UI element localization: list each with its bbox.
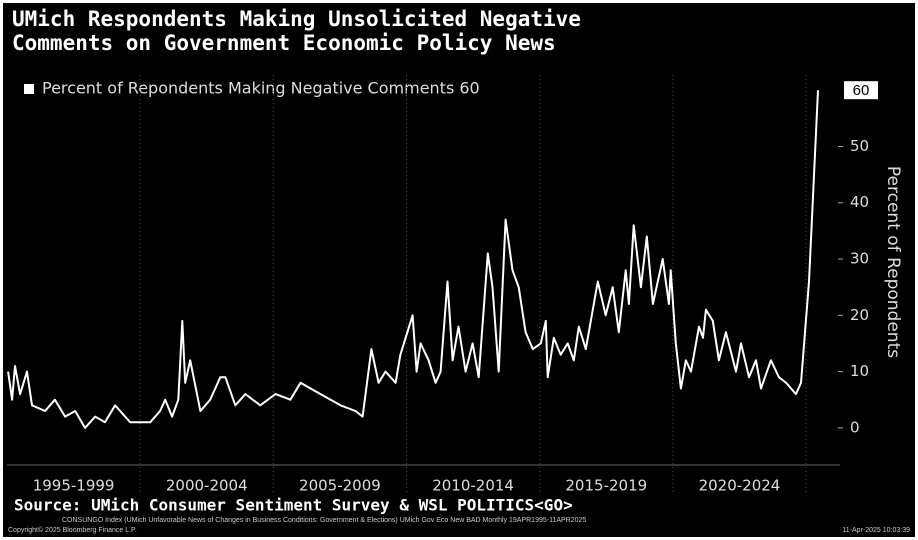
background — [3, 3, 915, 537]
x-tick-label: 2005-2009 — [299, 477, 381, 495]
chart-title: Comments on Government Economic Policy N… — [12, 31, 556, 55]
copyright: Copyright© 2025 Bloomberg Finance L.P. — [8, 526, 137, 534]
x-tick-label: 2010-2014 — [432, 477, 514, 495]
y-tick-label: 40 — [850, 193, 869, 211]
line-series — [7, 90, 819, 429]
x-tick-label: 2015-2019 — [565, 477, 647, 495]
legend-label: Percent of Repondents Making Negative Co… — [42, 79, 480, 98]
y-axis-label: Percent of Repondents — [883, 166, 903, 358]
source: Source: UMich Consumer Sentiment Survey … — [14, 496, 573, 515]
y-tick-label: 20 — [850, 306, 869, 324]
footnote: CONSUNGO Index (UMich Unfavorable News o… — [62, 517, 586, 524]
y-tick-label: 30 — [850, 250, 869, 268]
last-value-label: 60 — [853, 82, 870, 99]
x-tick-label: 2000-2004 — [166, 477, 248, 495]
last-value-box — [844, 81, 878, 100]
x-tick-label: 1995-1999 — [33, 477, 115, 495]
y-tick-label: 0 — [850, 418, 860, 436]
x-tick-label: 2020-2024 — [699, 477, 781, 495]
chart-title: UMich Respondents Making Unsolicited Neg… — [12, 7, 581, 31]
legend-swatch — [24, 84, 34, 94]
y-tick-label: 10 — [850, 362, 869, 380]
y-tick-label: 50 — [850, 137, 869, 155]
timestamp: 11-Apr-2025 10:03:39 — [842, 527, 910, 534]
